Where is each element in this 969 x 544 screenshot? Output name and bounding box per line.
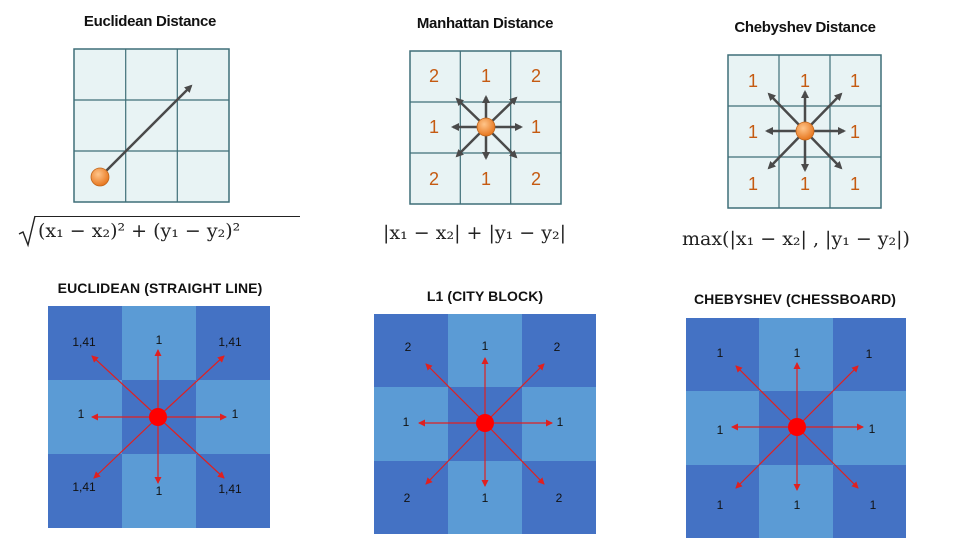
cell-label: 1 [794,498,801,512]
cell-label: 1 [403,415,410,429]
cell-label: 2 [556,491,563,505]
euclidean-distance-title: Euclidean Distance [83,13,217,30]
cell-label: 2 [405,340,412,354]
origin-dot [476,117,496,137]
chebyshev-grid-diagram: 1 1 1 1 1 1 1 1 [727,54,882,209]
cell-label: 2 [531,169,541,189]
cell-label: 1 [531,117,541,137]
cell-label: 1 [717,346,724,360]
euclidean-blue-grid: 1,41 1 1,41 1 1 1,41 1 1,41 [48,306,270,528]
cell-label: 1 [870,498,877,512]
euclidean-red-arrows [91,349,227,484]
cell-label: 1 [866,347,873,361]
manhattan-distance-title: Manhattan Distance [416,15,554,32]
cell-label: 1 [850,71,860,91]
manhattan-grid-diagram: 2 1 2 1 1 2 1 2 [409,50,562,205]
cell-label: 1 [156,484,163,498]
cell-label: 1,41 [218,335,242,349]
cell-label: 1 [794,346,801,360]
cell-label: 1 [800,174,810,194]
euclidean-straight-line-title: EUCLIDEAN (STRAIGHT LINE) [57,280,263,296]
manhattan-formula: |x₁ − x₂| + |y₁ − y₂| [383,222,566,244]
cell-label: 1,41 [72,480,96,494]
origin-dot [90,167,110,187]
chessboard-title: CHEBYSHEV (CHESSBOARD) [693,291,897,307]
cell-label: 1 [850,174,860,194]
cell-label: 1 [429,117,439,137]
city-block-title: L1 (CITY BLOCK) [426,288,544,304]
cell-label: 1 [717,498,724,512]
cell-label: 1 [850,122,860,142]
cell-label: 2 [531,66,541,86]
cell-label: 2 [404,491,411,505]
cell-label: 1,41 [218,482,242,496]
chessboard-blue-grid: 1 1 1 1 1 1 1 1 [686,318,906,538]
euclidean-straight-arrow [99,84,193,178]
cell-label: 1 [481,169,491,189]
cell-label: 1 [748,174,758,194]
center-red-dot [476,414,494,432]
cell-label: 1 [156,333,163,347]
euclidean-formula-text: (x₁ − x₂)² + (y₁ − y₂)² [38,220,241,242]
cell-label: 1 [869,422,876,436]
cell-label: 1 [481,66,491,86]
center-red-dot [149,408,167,426]
origin-dot [795,121,815,141]
cell-label: 1,41 [72,335,96,349]
euclidean-grid-diagram [73,48,230,203]
city-block-red-arrows [418,357,553,487]
cell-label: 2 [429,66,439,86]
chebyshev-formula: max(|x₁ − x₂| , |y₁ − y₂|) [682,228,910,250]
chessboard-red-arrows [731,362,864,491]
cell-label: 1 [800,71,810,91]
cell-label: 1 [557,415,564,429]
center-red-dot [788,418,806,436]
cell-label: 1 [232,407,239,421]
cell-label: 1 [482,339,489,353]
cell-label: 1 [78,407,85,421]
cell-label: 1 [482,491,489,505]
cell-label: 1 [748,122,758,142]
cell-label: 2 [554,340,561,354]
cell-label: 1 [748,71,758,91]
city-block-blue-grid: 2 1 2 1 1 2 1 2 [374,314,596,534]
cell-label: 1 [717,423,724,437]
cell-label: 2 [429,169,439,189]
chebyshev-distance-title: Chebyshev Distance [734,19,876,36]
